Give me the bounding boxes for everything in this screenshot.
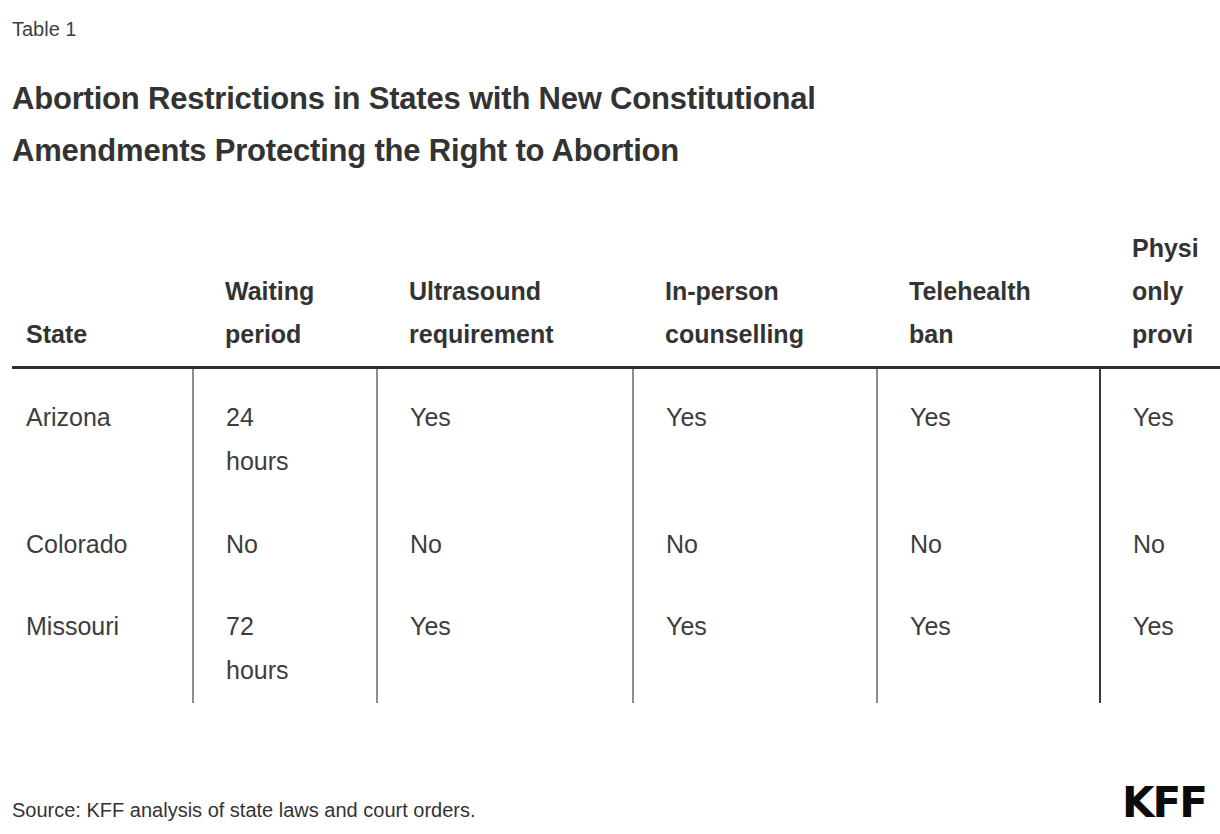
column-header-physician-only-provider-clipped: Physi only provi [1100, 227, 1220, 368]
table-row-colorado: Colorado No No No No No [12, 496, 1220, 578]
cell-state: Colorado [12, 496, 193, 578]
kff-table-figure: Table 1 Abortion Restrictions in States … [0, 0, 1220, 834]
cell-waiting-period: No [193, 496, 377, 578]
cell-telehealth-ban: Yes [877, 578, 1100, 703]
source-note: Source: KFF analysis of state laws and c… [12, 796, 476, 824]
cell-state: Arizona [12, 368, 193, 496]
kff-logo: KFF [1122, 782, 1206, 825]
cell-telehealth-ban: No [877, 496, 1100, 578]
cell-waiting-period: 72 hours [193, 578, 377, 703]
cell-physician-only: Yes [1100, 368, 1220, 496]
cell-physician-only: No [1100, 496, 1220, 578]
cell-telehealth-ban: Yes [877, 368, 1100, 496]
cell-physician-only: Yes [1100, 578, 1220, 703]
column-header-telehealth-ban: Telehealth ban [877, 227, 1100, 368]
cell-ultrasound: Yes [377, 368, 633, 496]
page-title: Abortion Restrictions in States with New… [12, 73, 1208, 177]
header-row: State Waiting period Ultrasound requirem… [12, 227, 1220, 368]
column-header-state: State [12, 227, 193, 368]
table-row-arizona: Arizona 24 hours Yes Yes Yes Yes [12, 368, 1220, 496]
table-container: State Waiting period Ultrasound requirem… [12, 227, 1220, 703]
cell-waiting-period: 24 hours [193, 368, 377, 496]
cell-in-person-counselling: No [633, 496, 877, 578]
column-header-waiting-period: Waiting period [193, 227, 377, 368]
cell-in-person-counselling: Yes [633, 368, 877, 496]
cell-ultrasound: No [377, 496, 633, 578]
figure-footer: Source: KFF analysis of state laws and c… [12, 782, 1206, 824]
cell-ultrasound: Yes [377, 578, 633, 703]
table-label: Table 1 [12, 15, 1208, 43]
restrictions-table: State Waiting period Ultrasound requirem… [12, 227, 1220, 703]
figure-content: Table 1 Abortion Restrictions in States … [0, 0, 1220, 703]
column-header-ultrasound-requirement: Ultrasound requirement [377, 227, 633, 368]
column-header-in-person-counselling: In-person counselling [633, 227, 877, 368]
cell-in-person-counselling: Yes [633, 578, 877, 703]
cell-state: Missouri [12, 578, 193, 703]
table-row-missouri: Missouri 72 hours Yes Yes Yes Yes [12, 578, 1220, 703]
